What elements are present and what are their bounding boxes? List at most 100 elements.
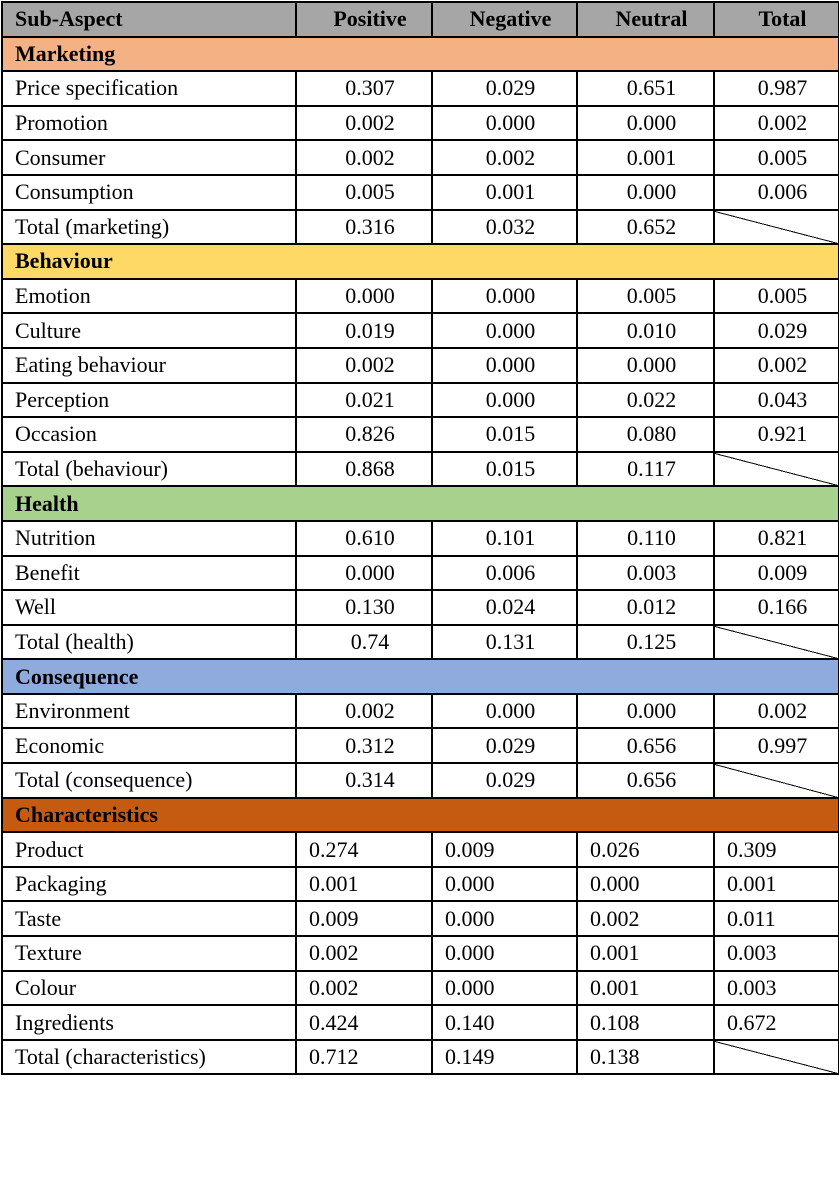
table-row: Colour 0.002 0.000 0.001 0.003 (1, 969, 839, 1007)
table-row: Packaging 0.001 0.000 0.000 0.001 (1, 865, 839, 903)
positive-cell: 0.868 (295, 450, 433, 488)
section-row: Behaviour (1, 243, 839, 280)
total-cell: 0.001 (713, 865, 839, 903)
positive-cell: 0.712 (295, 1038, 433, 1076)
positive-cell: 0.130 (295, 589, 433, 626)
positive-cell: 0.000 (295, 277, 433, 315)
negative-cell: 0.029 (431, 70, 578, 107)
section-title: Characteristics (1, 796, 839, 834)
negative-cell: 0.000 (431, 900, 578, 938)
sentiment-table: Sub-Aspect Positive Negative Neutral Tot… (1, 1, 839, 1076)
total-cell: 0.002 (713, 346, 839, 384)
positive-cell: 0.826 (295, 416, 433, 453)
positive-cell: 0.316 (295, 208, 433, 246)
neutral-cell: 0.117 (576, 450, 715, 488)
total-cell: 0.921 (713, 416, 839, 453)
total-cell: 0.029 (713, 312, 839, 349)
table-row: Occasion 0.826 0.015 0.080 0.921 (1, 416, 839, 453)
sub-aspect-cell: Consumption (1, 173, 297, 211)
section-row: Marketing (1, 35, 839, 73)
negative-cell: 0.000 (431, 312, 578, 349)
total-cell-empty-diagonal (713, 208, 839, 246)
sub-aspect-cell: Texture (1, 935, 297, 972)
negative-cell: 0.009 (431, 831, 578, 868)
header-row: Sub-Aspect Positive Negative Neutral Tot… (1, 1, 839, 38)
positive-cell: 0.74 (295, 623, 433, 661)
section-title: Behaviour (1, 243, 839, 280)
sub-aspect-cell: Total (behaviour) (1, 450, 297, 488)
total-cell: 0.309 (713, 831, 839, 868)
negative-cell: 0.000 (431, 969, 578, 1007)
table-row: Nutrition 0.610 0.101 0.110 0.821 (1, 519, 839, 557)
table-row: Total (behaviour) 0.868 0.015 0.117 (1, 450, 839, 488)
neutral-cell: 0.012 (576, 589, 715, 626)
negative-cell: 0.000 (431, 865, 578, 903)
neutral-cell: 0.000 (576, 173, 715, 211)
negative-cell: 0.032 (431, 208, 578, 246)
neutral-cell: 0.002 (576, 900, 715, 938)
sub-aspect-cell: Nutrition (1, 519, 297, 557)
neutral-cell: 0.001 (576, 935, 715, 972)
positive-cell: 0.002 (295, 969, 433, 1007)
sub-aspect-cell: Culture (1, 312, 297, 349)
positive-cell: 0.307 (295, 70, 433, 107)
neutral-cell: 0.656 (576, 762, 715, 799)
sub-aspect-cell: Total (characteristics) (1, 1038, 297, 1076)
positive-cell: 0.274 (295, 831, 433, 868)
header-neutral: Neutral (576, 1, 715, 38)
total-cell: 0.821 (713, 519, 839, 557)
total-cell: 0.166 (713, 589, 839, 626)
positive-cell: 0.314 (295, 762, 433, 799)
negative-cell: 0.000 (431, 935, 578, 972)
total-cell: 0.009 (713, 554, 839, 592)
table-row: Consumer 0.002 0.002 0.001 0.005 (1, 139, 839, 176)
positive-cell: 0.002 (295, 139, 433, 176)
sub-aspect-cell: Packaging (1, 865, 297, 903)
sub-aspect-cell: Consumer (1, 139, 297, 176)
header-total: Total (713, 1, 839, 38)
positive-cell: 0.002 (295, 104, 433, 142)
table-row: Well 0.130 0.024 0.012 0.166 (1, 589, 839, 626)
sub-aspect-cell: Promotion (1, 104, 297, 142)
negative-cell: 0.000 (431, 104, 578, 142)
table-row: Ingredients 0.424 0.140 0.108 0.672 (1, 1004, 839, 1041)
negative-cell: 0.029 (431, 762, 578, 799)
positive-cell: 0.002 (295, 692, 433, 730)
total-cell-empty-diagonal (713, 762, 839, 799)
positive-cell: 0.005 (295, 173, 433, 211)
sub-aspect-cell: Ingredients (1, 1004, 297, 1041)
table-row: Total (marketing) 0.316 0.032 0.652 (1, 208, 839, 246)
neutral-cell: 0.001 (576, 969, 715, 1007)
table-row: Texture 0.002 0.000 0.001 0.003 (1, 935, 839, 972)
total-cell-empty-diagonal (713, 450, 839, 488)
positive-cell: 0.001 (295, 865, 433, 903)
total-cell: 0.003 (713, 935, 839, 972)
sub-aspect-cell: Total (consequence) (1, 762, 297, 799)
header-sub-aspect: Sub-Aspect (1, 1, 297, 38)
section-title: Consequence (1, 658, 839, 695)
table-row: Taste 0.009 0.000 0.002 0.011 (1, 900, 839, 938)
positive-cell: 0.009 (295, 900, 433, 938)
header-negative: Negative (431, 1, 578, 38)
total-cell: 0.672 (713, 1004, 839, 1041)
total-cell-empty-diagonal (713, 623, 839, 661)
total-cell: 0.002 (713, 692, 839, 730)
table-row: Perception 0.021 0.000 0.022 0.043 (1, 381, 839, 419)
neutral-cell: 0.108 (576, 1004, 715, 1041)
neutral-cell: 0.022 (576, 381, 715, 419)
neutral-cell: 0.010 (576, 312, 715, 349)
sub-aspect-cell: Taste (1, 900, 297, 938)
neutral-cell: 0.652 (576, 208, 715, 246)
table-row: Culture 0.019 0.000 0.010 0.029 (1, 312, 839, 349)
table-row: Emotion 0.000 0.000 0.005 0.005 (1, 277, 839, 315)
positive-cell: 0.021 (295, 381, 433, 419)
total-cell: 0.006 (713, 173, 839, 211)
table-row: Total (consequence) 0.314 0.029 0.656 (1, 762, 839, 799)
table-row: Environment 0.002 0.000 0.000 0.002 (1, 692, 839, 730)
section-row: Health (1, 485, 839, 522)
table-row: Total (health) 0.74 0.131 0.125 (1, 623, 839, 661)
negative-cell: 0.001 (431, 173, 578, 211)
positive-cell: 0.312 (295, 727, 433, 765)
neutral-cell: 0.000 (576, 692, 715, 730)
negative-cell: 0.101 (431, 519, 578, 557)
